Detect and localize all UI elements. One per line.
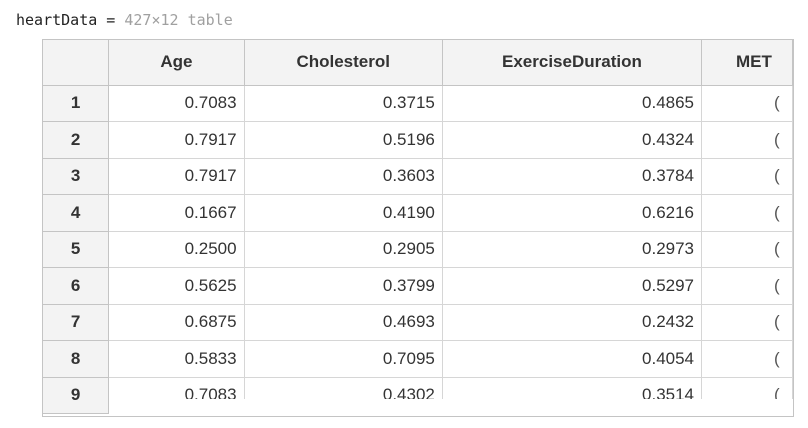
cell-cholesterol[interactable]: 0.3715 (244, 85, 443, 122)
row-index[interactable]: 2 (43, 121, 110, 159)
cell-age[interactable]: 0.2500 (108, 231, 245, 268)
corner-cell (43, 40, 110, 86)
variable-name: heartData (16, 11, 98, 29)
cell-met[interactable]: ( (701, 267, 793, 305)
cell-age[interactable]: 0.7083 (108, 85, 245, 122)
cell-cholesterol[interactable]: 0.2905 (244, 231, 443, 268)
cell-exerciseduration[interactable]: 0.5297 (442, 267, 703, 305)
table-row: 3 0.7917 0.3603 0.3784 ( (43, 158, 793, 195)
row-index[interactable]: 8 (43, 340, 110, 378)
cell-cholesterol[interactable]: 0.4693 (244, 304, 443, 341)
cell-exerciseduration[interactable]: 0.3784 (442, 158, 703, 195)
cell-exerciseduration[interactable]: 0.2973 (442, 231, 703, 268)
table-dimensions: 427×12 table (124, 11, 233, 29)
row-index[interactable]: 6 (43, 267, 110, 305)
cell-met[interactable]: ( (701, 158, 793, 195)
cell-met[interactable]: ( (701, 121, 793, 159)
cell-exerciseduration[interactable]: 0.4054 (442, 340, 703, 378)
variable-header: heartData = 427×12 table (16, 8, 233, 32)
table-row: 4 0.1667 0.4190 0.6216 ( (43, 194, 793, 232)
table-row: 1 0.7083 0.3715 0.4865 ( (43, 85, 793, 122)
cell-cholesterol[interactable]: 0.4190 (244, 194, 443, 232)
scroll-clip-area (109, 399, 793, 416)
cell-age[interactable]: 0.1667 (108, 194, 245, 232)
column-header-cholesterol[interactable]: Cholesterol (244, 40, 443, 86)
cell-met[interactable]: ( (701, 85, 793, 122)
row-index[interactable]: 3 (43, 158, 110, 195)
cell-age[interactable]: 0.7917 (108, 121, 245, 159)
column-header-met[interactable]: MET (701, 40, 793, 86)
cell-met[interactable]: ( (701, 194, 793, 232)
row-index[interactable]: 4 (43, 194, 110, 232)
header-row: Age Cholesterol ExerciseDuration MET (43, 40, 793, 86)
cell-cholesterol[interactable]: 0.3603 (244, 158, 443, 195)
cell-exerciseduration[interactable]: 0.4865 (442, 85, 703, 122)
row-index[interactable]: 9 (43, 377, 110, 414)
table-row: 2 0.7917 0.5196 0.4324 ( (43, 121, 793, 159)
cell-cholesterol[interactable]: 0.3799 (244, 267, 443, 305)
cell-met[interactable]: ( (701, 304, 793, 341)
assign-operator: = (97, 11, 125, 29)
column-header-age[interactable]: Age (108, 40, 245, 86)
cell-exerciseduration[interactable]: 0.2432 (442, 304, 703, 341)
row-index[interactable]: 1 (43, 85, 110, 122)
cell-age[interactable]: 0.7917 (108, 158, 245, 195)
table-row: 6 0.5625 0.3799 0.5297 ( (43, 267, 793, 305)
cell-met[interactable]: ( (701, 340, 793, 378)
cell-cholesterol[interactable]: 0.5196 (244, 121, 443, 159)
column-header-exerciseduration[interactable]: ExerciseDuration (442, 40, 703, 86)
table-row: 8 0.5833 0.7095 0.4054 ( (43, 340, 793, 378)
table-row: 7 0.6875 0.4693 0.2432 ( (43, 304, 793, 341)
table-row: 5 0.2500 0.2905 0.2973 ( (43, 231, 793, 268)
table-body: 1 0.7083 0.3715 0.4865 ( 2 0.7917 0.5196… (43, 85, 793, 414)
table-viewer[interactable]: Age Cholesterol ExerciseDuration MET 1 0… (42, 39, 794, 417)
cell-exerciseduration[interactable]: 0.6216 (442, 194, 703, 232)
data-table: Age Cholesterol ExerciseDuration MET 1 0… (43, 40, 793, 414)
cell-age[interactable]: 0.6875 (108, 304, 245, 341)
cell-met[interactable]: ( (701, 231, 793, 268)
cell-exerciseduration[interactable]: 0.4324 (442, 121, 703, 159)
row-index[interactable]: 5 (43, 231, 110, 268)
cell-age[interactable]: 0.5833 (108, 340, 245, 378)
cell-age[interactable]: 0.5625 (108, 267, 245, 305)
row-index[interactable]: 7 (43, 304, 110, 341)
cell-cholesterol[interactable]: 0.7095 (244, 340, 443, 378)
